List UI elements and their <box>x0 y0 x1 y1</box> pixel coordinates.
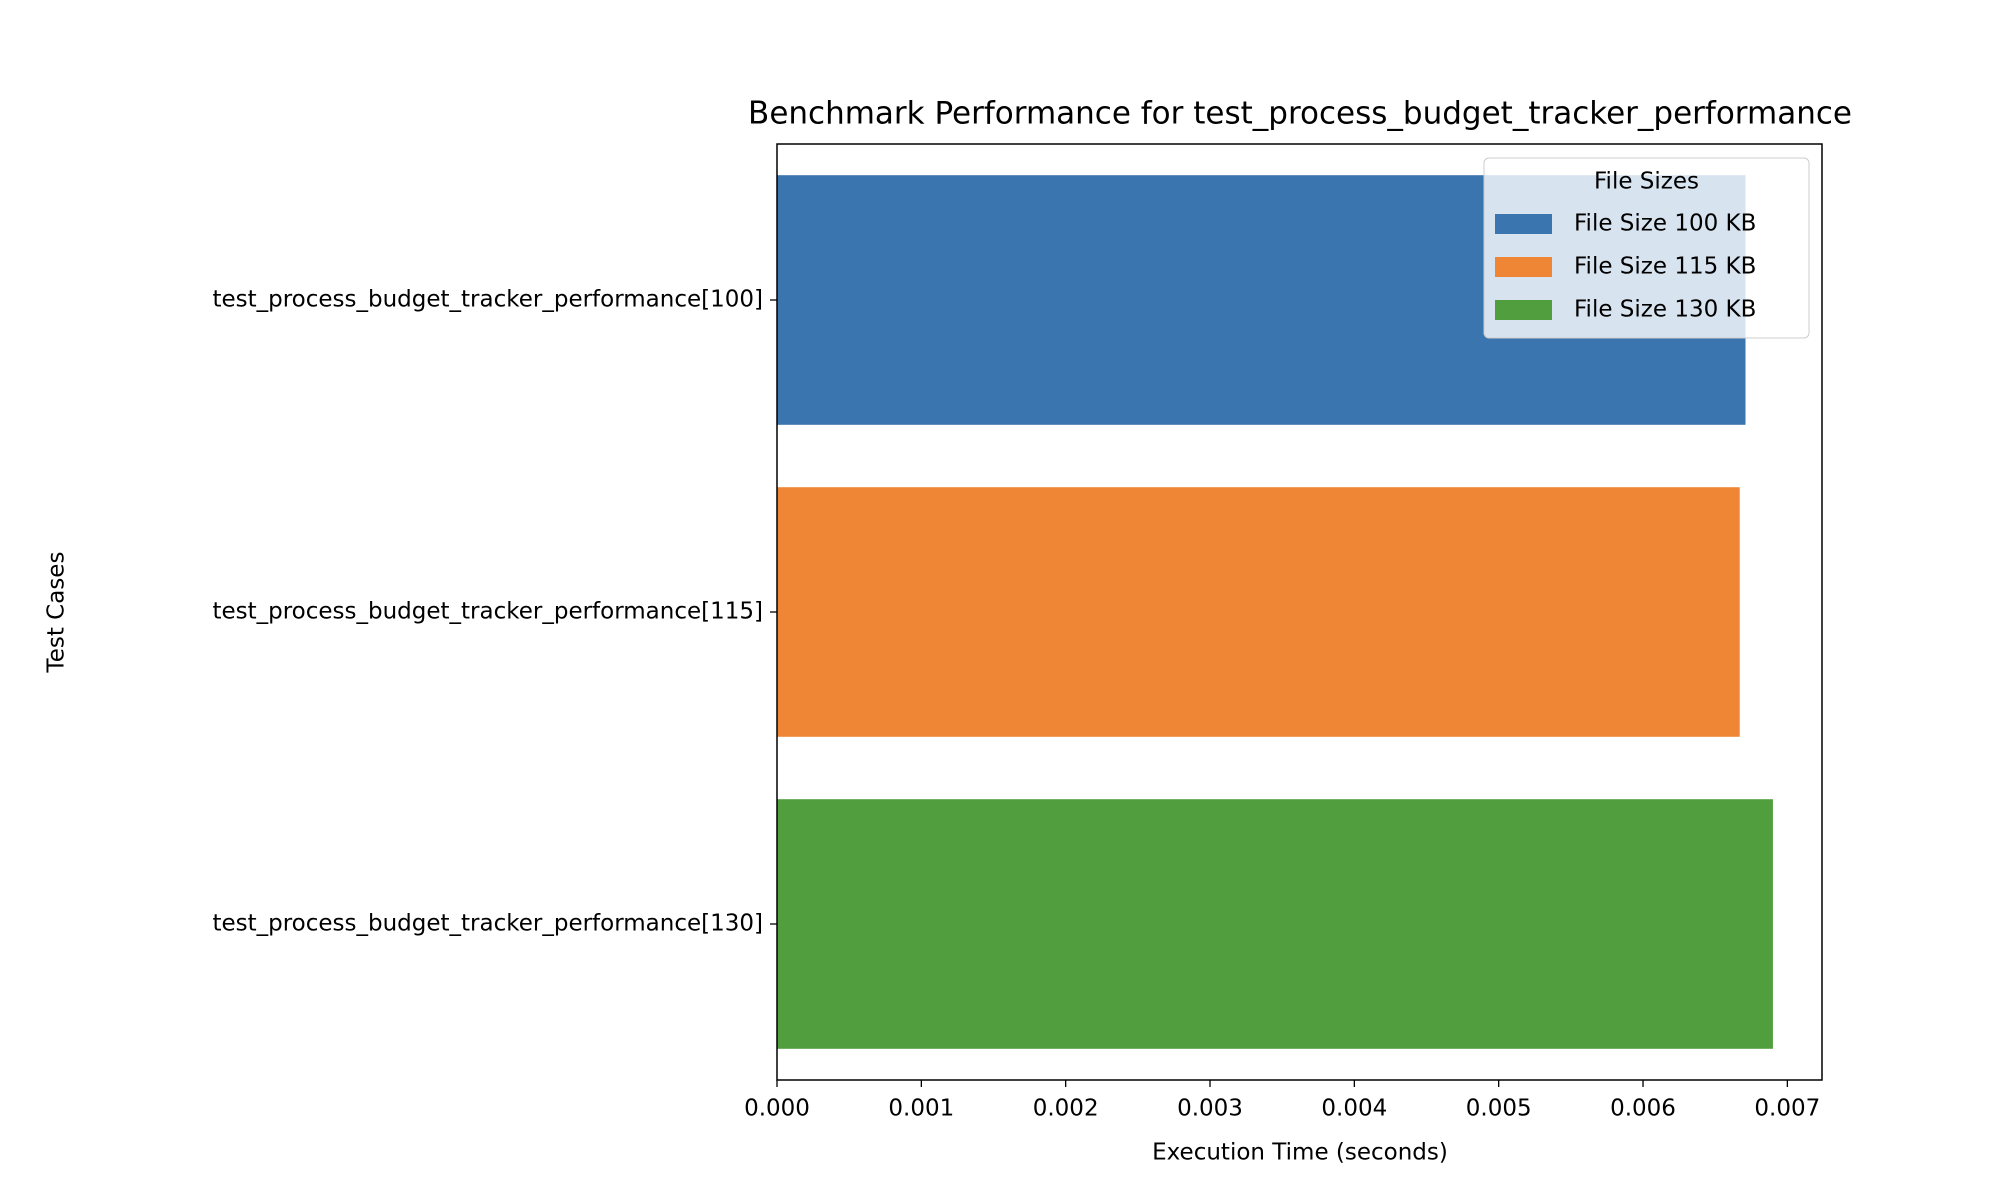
x-axis-label: Execution Time (seconds) <box>1152 1140 1448 1166</box>
x-tick-label: 0.004 <box>1321 1096 1387 1122</box>
legend-swatch <box>1495 300 1552 320</box>
y-axis-label: Test Cases <box>44 552 70 674</box>
legend-label: File Size 100 KB <box>1574 211 1756 237</box>
bar <box>777 487 1740 737</box>
x-tick-label: 0.000 <box>744 1096 810 1122</box>
x-tick-label: 0.002 <box>1033 1096 1099 1122</box>
legend-title: File Sizes <box>1594 169 1699 195</box>
chart-title: Benchmark Performance for test_process_b… <box>748 96 1852 132</box>
y-tick-label: test_process_budget_tracker_performance[… <box>212 599 763 625</box>
x-tick-label: 0.007 <box>1754 1096 1820 1122</box>
legend-label: File Size 130 KB <box>1574 297 1756 323</box>
x-tick-label: 0.005 <box>1466 1096 1532 1122</box>
x-tick-label: 0.006 <box>1610 1096 1676 1122</box>
legend-swatch <box>1495 214 1552 234</box>
x-tick-label: 0.001 <box>888 1096 954 1122</box>
x-tick-label: 0.003 <box>1177 1096 1243 1122</box>
bar <box>777 799 1773 1049</box>
plot-frame <box>776 143 1823 1081</box>
legend-label: File Size 115 KB <box>1574 254 1756 280</box>
y-tick-label: test_process_budget_tracker_performance[… <box>212 287 763 313</box>
legend-box <box>1483 157 1810 339</box>
y-tick-label: test_process_budget_tracker_performance[… <box>212 911 763 937</box>
legend-swatch <box>1495 257 1552 277</box>
legend: File Sizes File Size 100 KB File Size 115 … <box>1483 157 1810 339</box>
